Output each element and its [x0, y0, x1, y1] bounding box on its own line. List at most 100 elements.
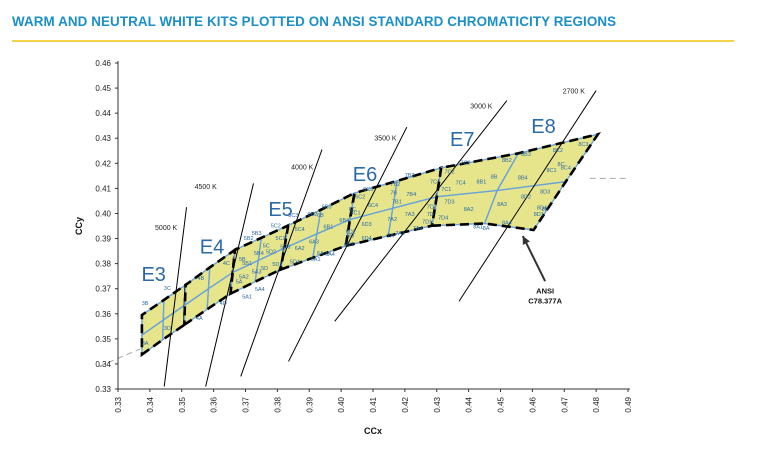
cell-label: 4C [223, 261, 230, 267]
cell-label: 8B3 [521, 152, 531, 158]
cct-lines: 5000 K 4500 K 4000 K 3500 K 3000 K 2700 K [155, 88, 597, 387]
cell-label: 6C3 [363, 187, 373, 193]
cct-line [334, 100, 508, 322]
cell-label: 7D1 [422, 219, 432, 225]
cell-label: 8B2 [502, 158, 512, 164]
cell-labels: 3A3B3C3D4A4B4C4D5A5B5C5D5A15A25A35A45B15… [142, 142, 589, 347]
cell-label: 8A4 [502, 221, 512, 227]
cell-label: 6B [317, 213, 324, 219]
cell-label: 7B3 [405, 173, 415, 179]
y-axis-label: CCy [74, 217, 84, 235]
cell-label: 7A1 [395, 231, 405, 237]
x-axis-label: CCx [364, 426, 382, 436]
cell-label: 5A4 [255, 287, 265, 293]
cell-label: 6C1 [350, 211, 360, 217]
x-tick-label: 0.49 [624, 396, 633, 412]
cell-label: 6A3 [309, 240, 319, 246]
region-label: E7 [450, 129, 474, 151]
cell-label: 8A [483, 226, 490, 232]
cell-label: 7A3 [405, 212, 415, 218]
y-tick-label: 0.43 [95, 134, 111, 143]
ansi-regions: E3 E4 E5 E6 E7 E8 [140, 116, 601, 358]
page-title: WARM AND NEUTRAL WHITE KITS PLOTTED ON A… [12, 14, 617, 29]
cell-label: 8D [542, 207, 549, 213]
y-tick-label: 0.46 [95, 59, 111, 68]
region-label: E6 [353, 164, 377, 186]
cell-label: 5D1 [272, 262, 282, 268]
cct-label: 5000 K [155, 225, 178, 232]
cell-label: 8D1 [534, 212, 544, 218]
x-tick-label: 0.38 [273, 396, 282, 412]
cell-label: 5D [261, 266, 268, 272]
cct-label: 2700 K [563, 88, 586, 95]
cct-label: 3500 K [374, 136, 397, 143]
cell-label: 6A2 [295, 246, 305, 252]
cell-label: 6D [347, 233, 354, 239]
cct-label: 3000 K [470, 103, 493, 110]
cell-label: 3A [142, 341, 149, 347]
cell-label: 6C [349, 207, 356, 213]
cell-label: 8C1 [546, 168, 556, 174]
y-tick-label: 0.40 [95, 209, 111, 218]
cell-label: 8D4 [537, 206, 547, 212]
x-tick-label: 0.41 [369, 396, 378, 412]
cell-label: 6C2 [355, 194, 365, 200]
region-outline [278, 190, 357, 272]
y-tick-label: 0.38 [95, 260, 111, 269]
x-tick-label: 0.43 [433, 396, 442, 412]
region-label: E8 [531, 116, 555, 138]
cct-line [205, 183, 254, 387]
cell-label: 6A4 [325, 252, 335, 258]
cell-label: 5B3 [252, 231, 262, 237]
cell-label: 5C [263, 243, 270, 249]
cell-label: 5D2 [266, 250, 276, 256]
cell-label: 4B [198, 276, 205, 282]
cell-label: 7C1 [441, 187, 451, 193]
y-tick-label: 0.37 [95, 285, 111, 294]
cell-label: 3B [142, 301, 149, 307]
x-tick-label: 0.45 [497, 396, 506, 412]
cell-label: 7A [387, 233, 394, 239]
cell-label: 6B4 [339, 218, 349, 224]
cell-label: 5B [239, 257, 246, 263]
cell-label: 8C [558, 162, 565, 168]
blackbody-dash [98, 348, 141, 367]
cell-label: 7A2 [387, 217, 397, 223]
x-tick-label: 0.37 [242, 396, 251, 412]
cell-label: 8A1 [473, 225, 483, 231]
y-tick-label: 0.36 [95, 310, 111, 319]
cct-line [163, 207, 188, 387]
cell-label: 8A3 [497, 202, 507, 208]
cell-label: 5D4 [290, 260, 300, 266]
cell-label: 5C4 [295, 227, 305, 233]
x-tick-label: 0.33 [114, 396, 123, 412]
y-tick-label: 0.33 [95, 385, 111, 394]
cell-label: 4A [196, 316, 203, 322]
cell-label: 6B2 [308, 212, 318, 218]
x-tick-label: 0.36 [210, 396, 219, 412]
cell-label: 7B2 [390, 182, 400, 188]
cct-line [458, 90, 597, 302]
cell-label: 3C [164, 286, 171, 292]
cell-label: 7B [390, 191, 397, 197]
y-tick-label: 0.42 [95, 159, 111, 168]
y-tick-label: 0.41 [95, 184, 111, 193]
x-tick-label: 0.39 [305, 396, 314, 412]
cell-label: 8C4 [561, 166, 571, 172]
region-outline [430, 132, 601, 232]
annotation-arrow-head [522, 236, 530, 245]
cell-label: 5A3 [252, 270, 262, 276]
cell-label: 5B1 [242, 261, 252, 267]
cell-label: 7D3 [444, 199, 454, 205]
x-tick-label: 0.34 [146, 396, 155, 412]
axes: 0.33 0.34 0.35 0.36 0.37 0.38 0.39 0.40 0.41 0.42… [95, 59, 633, 413]
x-tick-label: 0.46 [528, 396, 537, 412]
cell-label: 7B1 [392, 199, 402, 205]
annotation-label: ANSI [536, 287, 554, 296]
region-label: E5 [268, 199, 292, 221]
cell-label: 5C3 [288, 213, 298, 219]
cell-label: 6D1 [344, 242, 354, 248]
cell-label: 6D2 [346, 230, 356, 236]
